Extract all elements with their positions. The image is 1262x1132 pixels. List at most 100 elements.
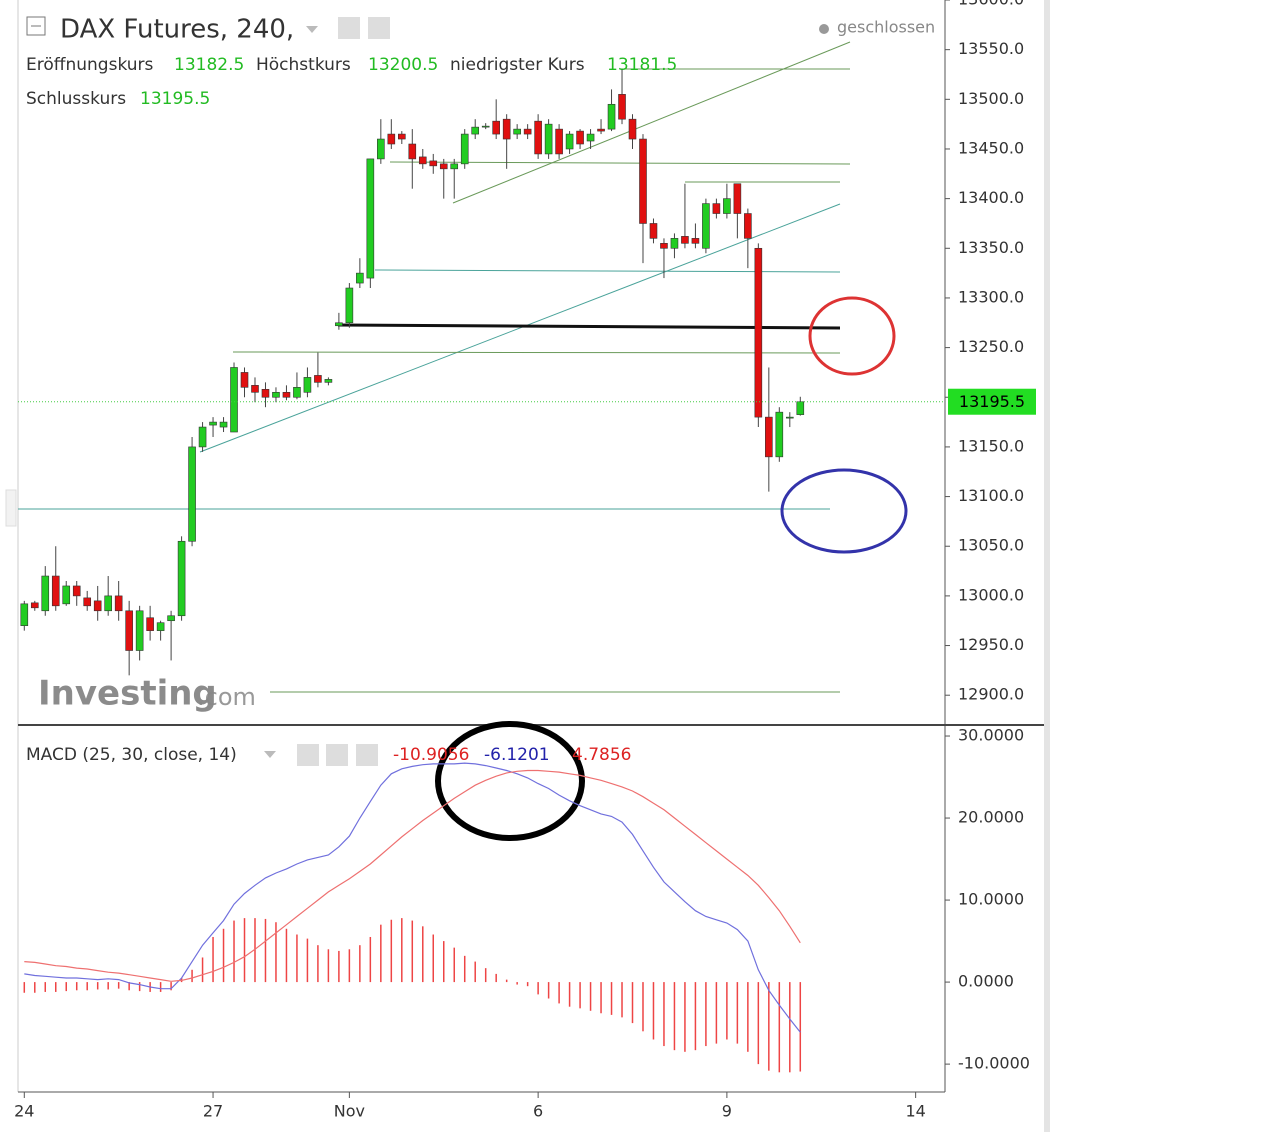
- eye-icon[interactable]: [338, 17, 360, 39]
- candle-body: [786, 416, 794, 419]
- y-tick-label: 13400.0: [958, 188, 1024, 207]
- y-tick-label: 13550.0: [958, 39, 1024, 58]
- y-tick-label: 13150.0: [958, 436, 1024, 455]
- drawings: [18, 41, 908, 841]
- y-tick-label: 13600.0: [958, 0, 1024, 9]
- y-tick-label: -10.0000: [958, 1054, 1030, 1073]
- macd-value: -6.1201: [484, 745, 550, 765]
- candle-body: [282, 391, 291, 398]
- candle-body: [481, 125, 490, 128]
- candle-body: [240, 372, 249, 388]
- candle-body: [492, 120, 500, 135]
- candle-body: [649, 223, 658, 239]
- candle-body: [439, 163, 448, 170]
- open-value: 13182.5: [174, 55, 244, 75]
- candle-body: [83, 597, 92, 607]
- candle-body: [702, 203, 710, 249]
- signal-value: 4.7856: [572, 745, 631, 765]
- scrollbar: [1044, 0, 1050, 1132]
- watermark: Investing: [38, 674, 217, 714]
- candle-body: [125, 610, 133, 651]
- candle-body: [167, 615, 175, 622]
- x-tick-label: 27: [203, 1102, 223, 1121]
- candle-body: [314, 375, 322, 383]
- y-tick-label: 10.0000: [958, 890, 1024, 909]
- indicator-line: [24, 762, 801, 1033]
- dropdown-icon[interactable]: [306, 26, 318, 33]
- y-tick-label: 0.0000: [958, 972, 1014, 991]
- watermark-suffix: .com: [197, 683, 256, 711]
- y-tick-label: 13250.0: [958, 337, 1024, 356]
- candle-body: [691, 238, 700, 244]
- x-tick-label: 9: [722, 1102, 732, 1121]
- eye-icon[interactable]: [297, 744, 319, 766]
- candle-body: [345, 287, 354, 324]
- candle-body: [51, 575, 60, 607]
- candle-body: [230, 367, 238, 433]
- candle-body: [156, 622, 165, 631]
- candle-body: [408, 143, 417, 160]
- candle-body: [513, 128, 521, 135]
- settings-icon[interactable]: [326, 744, 348, 766]
- x-tick-label: 6: [533, 1102, 543, 1121]
- candle-body: [534, 120, 542, 155]
- collapse-icon[interactable]: [26, 16, 46, 36]
- settings-icon[interactable]: [368, 17, 390, 39]
- candle-body: [366, 158, 375, 279]
- candle-body: [72, 585, 81, 597]
- candle-body: [261, 389, 270, 398]
- candle-body: [712, 203, 721, 214]
- candle-body: [387, 133, 396, 145]
- y-tick-label: 30.0000: [958, 726, 1024, 745]
- close-icon[interactable]: [356, 744, 378, 766]
- candle-body: [565, 133, 574, 150]
- y-tick-label: 12900.0: [958, 685, 1024, 704]
- candle-body: [429, 160, 438, 167]
- y-tick-label: 13300.0: [958, 287, 1024, 306]
- last-price-box: [948, 388, 1036, 415]
- low-label: niedrigster Kurs: [450, 55, 585, 75]
- candle-body: [293, 387, 301, 398]
- candle-body: [765, 416, 773, 458]
- circle-annotation: [435, 721, 585, 841]
- candle-body: [555, 128, 563, 155]
- level-line: [374, 269, 841, 273]
- candle-body: [335, 322, 343, 327]
- side-handle[interactable]: [5, 489, 17, 527]
- candle-body: [104, 595, 112, 612]
- y-tick-label: 20.0000: [958, 808, 1024, 827]
- last-price-label: 13195.5: [959, 392, 1025, 411]
- x-tick-label: Nov: [334, 1102, 365, 1121]
- y-tick-label: 13450.0: [958, 138, 1024, 157]
- candle-body: [660, 243, 668, 249]
- level-line: [232, 351, 841, 354]
- circle-annotation: [780, 468, 908, 554]
- candle-body: [177, 540, 186, 617]
- candle-body: [618, 94, 626, 120]
- candle-body: [586, 133, 595, 142]
- candle-body: [198, 426, 207, 448]
- candle-body: [41, 575, 50, 612]
- status: geschlossen: [837, 18, 935, 37]
- candle-body: [576, 130, 584, 145]
- candle-body: [628, 118, 637, 140]
- dropdown-icon[interactable]: [264, 751, 276, 758]
- candle-body: [775, 411, 784, 458]
- candle-body: [62, 585, 71, 605]
- candle-body: [398, 133, 406, 140]
- candle-body: [460, 133, 469, 165]
- candle-body: [272, 391, 280, 398]
- candle-body: [188, 446, 196, 542]
- circle-annotation: [808, 296, 896, 376]
- indicator-line: [24, 769, 801, 982]
- candle-body: [209, 421, 217, 426]
- candle-body: [20, 603, 29, 626]
- candle-body: [356, 272, 364, 284]
- candle-body: [146, 617, 154, 631]
- candle-body: [523, 128, 532, 135]
- x-tick-label: 14: [905, 1102, 925, 1121]
- candle-body: [597, 128, 605, 132]
- candle-body: [607, 103, 616, 130]
- macd-title: MACD (25, 30, close, 14): [26, 745, 237, 765]
